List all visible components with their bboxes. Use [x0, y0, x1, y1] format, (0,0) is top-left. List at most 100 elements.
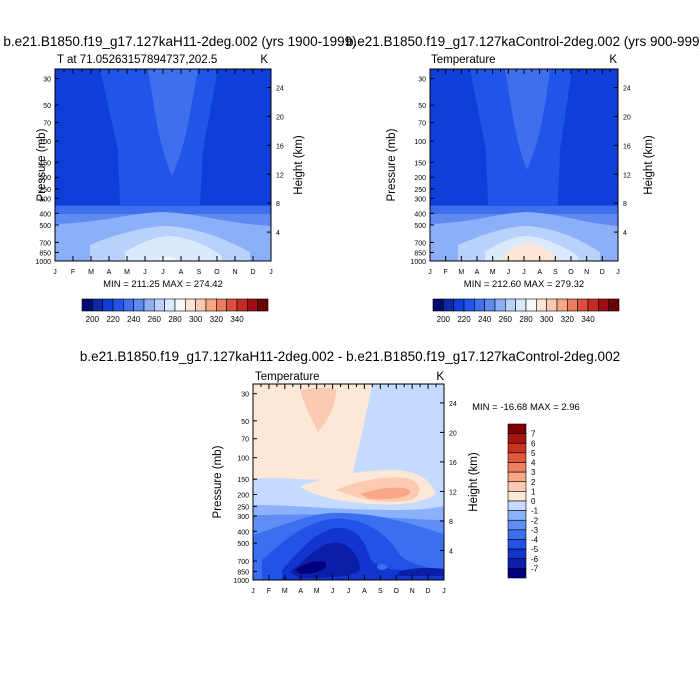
panel-3-band-pos-upper: [253, 384, 372, 480]
colorbar-swatch: [507, 548, 527, 560]
month-tick-label: M: [88, 269, 94, 276]
pressure-tick-label: 700: [237, 559, 249, 566]
height-tick-label: 4: [449, 548, 453, 555]
colorbar-swatch: [494, 298, 506, 312]
height-tick-label: 12: [449, 489, 457, 496]
panel-3-y2label: Height (km): [468, 452, 480, 512]
month-tick-label: D: [426, 588, 431, 595]
month-tick-label: J: [161, 269, 165, 276]
pressure-tick-label: 50: [418, 103, 426, 110]
height-tick-label: 20: [449, 430, 457, 437]
pressure-tick-label: 250: [39, 187, 51, 194]
colorbar-swatch: [247, 298, 258, 312]
colorbar-swatch: [507, 423, 527, 434]
height-tick-label: 16: [276, 143, 284, 150]
month-tick-label: J: [616, 269, 620, 276]
colorbar-label: 340: [230, 315, 244, 324]
panel-1-colorbar: 200 220 240 260 280 300 320 340: [81, 298, 269, 324]
pressure-tick-label: 500: [414, 223, 426, 230]
colorbar-swatch: [474, 298, 485, 312]
pressure-tick-label: 200: [39, 175, 51, 182]
pressure-tick-label: 250: [414, 187, 426, 194]
colorbar-swatch: [598, 298, 609, 312]
colorbar-swatch: [507, 568, 527, 579]
pressure-tick-label: 1000: [35, 259, 51, 266]
height-tick-label: 4: [276, 230, 280, 237]
colorbar-label: 240: [478, 315, 492, 324]
colorbar-swatch: [507, 481, 527, 492]
colorbar-swatch: [453, 298, 465, 312]
panel-3-left-label: Temperature: [255, 371, 320, 383]
month-tick-label: A: [179, 269, 184, 276]
panel-2-band-cold-left: [430, 69, 488, 205]
month-tick-label: D: [250, 269, 255, 276]
height-tick-label: 4: [623, 230, 627, 237]
colorbar-swatch: [185, 298, 196, 312]
colorbar-swatch: [507, 500, 527, 511]
panel-1-ylabel: Pressure (mb): [36, 128, 48, 201]
pressure-tick-label: 300: [39, 196, 51, 203]
colorbar-label: 200: [437, 315, 451, 324]
pressure-tick-label: 70: [418, 121, 426, 128]
colorbar-swatch: [257, 298, 269, 312]
height-tick-label: 24: [276, 86, 284, 93]
month-tick-label: A: [475, 269, 480, 276]
panel-3-band-neg-7: [295, 561, 327, 574]
pressure-tick-label: 850: [39, 251, 51, 258]
colorbar-swatch: [123, 298, 134, 312]
panel-2-contour-field: [430, 69, 618, 261]
month-tick-label: S: [553, 269, 558, 276]
colorbar-label: 260: [148, 315, 162, 324]
panel-1-band-l5: [125, 236, 222, 261]
pressure-tick-label: 50: [43, 103, 51, 110]
pressure-tick-label: 100: [237, 456, 249, 463]
month-tick-label: J: [522, 269, 526, 276]
panel-2-title: b.e21.B1850.f19_g17.127kaControl-2deg.00…: [346, 34, 700, 49]
month-tick-label: S: [378, 588, 383, 595]
colorbar-label: 260: [499, 315, 513, 324]
pressure-tick-label: 500: [237, 541, 249, 548]
panel-3-minmax: MIN = -16.68 MAX = 2.96: [472, 402, 580, 413]
panel-3-band-neg-6b: [398, 568, 444, 576]
colorbar-label: 0: [531, 497, 536, 506]
month-tick-label: J: [251, 588, 255, 595]
colorbar-swatch: [92, 298, 103, 312]
height-tick-label: 24: [623, 86, 631, 93]
colorbar-swatch: [174, 298, 186, 312]
month-tick-label: J: [53, 269, 57, 276]
pressure-tick-label: 30: [241, 392, 249, 399]
height-tick-label: 8: [276, 201, 280, 208]
colorbar-swatch: [112, 298, 124, 312]
colorbar-label: 280: [519, 315, 533, 324]
height-tick-label: 12: [623, 172, 631, 179]
panel-3-band-neg-blob: [377, 564, 387, 570]
panel-3-unit-label: K: [436, 371, 444, 383]
panel-1-band-cold-left: [55, 69, 120, 205]
colorbar-label: 220: [457, 315, 471, 324]
colorbar-swatch: [143, 298, 155, 312]
panel-2-colorbar: 200 220 240 260 280 300 320 340: [432, 298, 620, 324]
panel-2-unit-label: K: [609, 54, 617, 66]
pressure-tick-label: 30: [43, 76, 51, 83]
pressure-tick-label: 100: [414, 139, 426, 146]
month-tick-label: N: [232, 269, 237, 276]
colorbar-swatch: [463, 298, 475, 312]
panel-1-title: b.e21.B1850.f19_g17.127kaH11-2deg.002 (y…: [3, 34, 356, 49]
colorbar-swatch: [443, 298, 454, 312]
month-tick-label: O: [568, 269, 574, 276]
month-tick-label: O: [214, 269, 220, 276]
pressure-tick-label: 70: [43, 121, 51, 128]
colorbar-swatch: [226, 298, 238, 312]
colorbar-swatch: [507, 491, 527, 502]
colorbar-label: -4: [531, 536, 539, 545]
pressure-tick-label: 850: [414, 251, 426, 258]
colorbar-swatch: [515, 298, 527, 312]
pressure-tick-label: 500: [39, 223, 51, 230]
panel-3-band-pos-strat: [300, 387, 336, 432]
height-tick-label: 24: [449, 401, 457, 408]
colorbar-swatch: [505, 298, 516, 312]
panel-1: b.e21.B1850.f19_g17.127kaH11-2deg.002 (y…: [3, 34, 356, 324]
colorbar-label: 300: [189, 315, 203, 324]
height-tick-label: 12: [276, 172, 284, 179]
